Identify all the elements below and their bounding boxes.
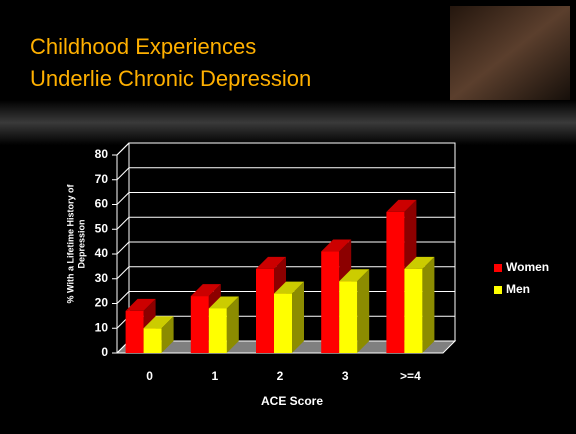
bar bbox=[208, 308, 227, 353]
bar-top bbox=[386, 199, 417, 212]
bar bbox=[339, 281, 358, 353]
bar-side bbox=[422, 256, 435, 353]
bar-side bbox=[357, 269, 370, 353]
grid-line bbox=[116, 142, 130, 156]
grid-line bbox=[116, 241, 130, 255]
legend-label: Women bbox=[506, 260, 549, 274]
bar-top bbox=[256, 256, 286, 269]
legend-label: Men bbox=[506, 282, 530, 296]
x-axis-label: ACE Score bbox=[261, 394, 323, 408]
y-tick-label: 40 bbox=[95, 246, 109, 260]
x-tick-label: >=4 bbox=[400, 369, 421, 383]
y-tick-label: 70 bbox=[95, 172, 109, 186]
bar bbox=[143, 328, 162, 353]
grid-line bbox=[116, 192, 130, 205]
grid-line bbox=[116, 216, 130, 230]
y-axis-label: Depression bbox=[76, 219, 86, 268]
y-tick-label: 80 bbox=[95, 147, 109, 161]
bar bbox=[125, 310, 144, 353]
bar-top bbox=[274, 281, 304, 294]
bar-top bbox=[339, 269, 370, 282]
texture-band bbox=[0, 100, 576, 145]
bar-top bbox=[190, 284, 221, 297]
y-tick-label: 0 bbox=[101, 345, 108, 359]
bar bbox=[404, 268, 423, 353]
grid-line bbox=[116, 167, 130, 181]
bar bbox=[321, 251, 340, 353]
y-axis-label: % With a Lifetime History of bbox=[65, 184, 75, 304]
bar-top bbox=[404, 256, 435, 269]
bar-side bbox=[292, 281, 304, 353]
legend-swatch bbox=[494, 264, 502, 272]
y-tick-label: 50 bbox=[95, 221, 109, 235]
grid-line bbox=[116, 291, 130, 304]
bar-top bbox=[208, 296, 239, 309]
bar-side bbox=[226, 296, 239, 353]
bar-top bbox=[321, 239, 352, 252]
bar bbox=[386, 211, 405, 353]
y-tick-label: 60 bbox=[95, 197, 109, 211]
bar bbox=[256, 268, 274, 353]
bar bbox=[274, 293, 292, 353]
x-tick-label: 2 bbox=[277, 369, 284, 383]
x-tick-label: 0 bbox=[146, 369, 153, 383]
y-tick-label: 10 bbox=[95, 320, 109, 334]
x-tick-label: 1 bbox=[211, 369, 218, 383]
photo bbox=[450, 6, 570, 100]
legend-swatch bbox=[494, 286, 502, 294]
bar-side bbox=[161, 316, 174, 353]
chart: 0 10 20 30 40 50 60 70 80 0 1 2 3 >=4 ACE Score % With … bbox=[65, 142, 549, 408]
bar-top bbox=[125, 298, 156, 311]
bar bbox=[190, 296, 209, 353]
bar-top bbox=[143, 316, 174, 329]
x-tick-label: 3 bbox=[342, 369, 349, 383]
grid-line bbox=[116, 266, 130, 280]
slide-title: Underlie Chronic Depression bbox=[30, 66, 311, 91]
y-tick-label: 30 bbox=[95, 271, 109, 285]
y-tick-label: 20 bbox=[95, 296, 109, 310]
slide-title: Childhood Experiences bbox=[30, 34, 256, 59]
